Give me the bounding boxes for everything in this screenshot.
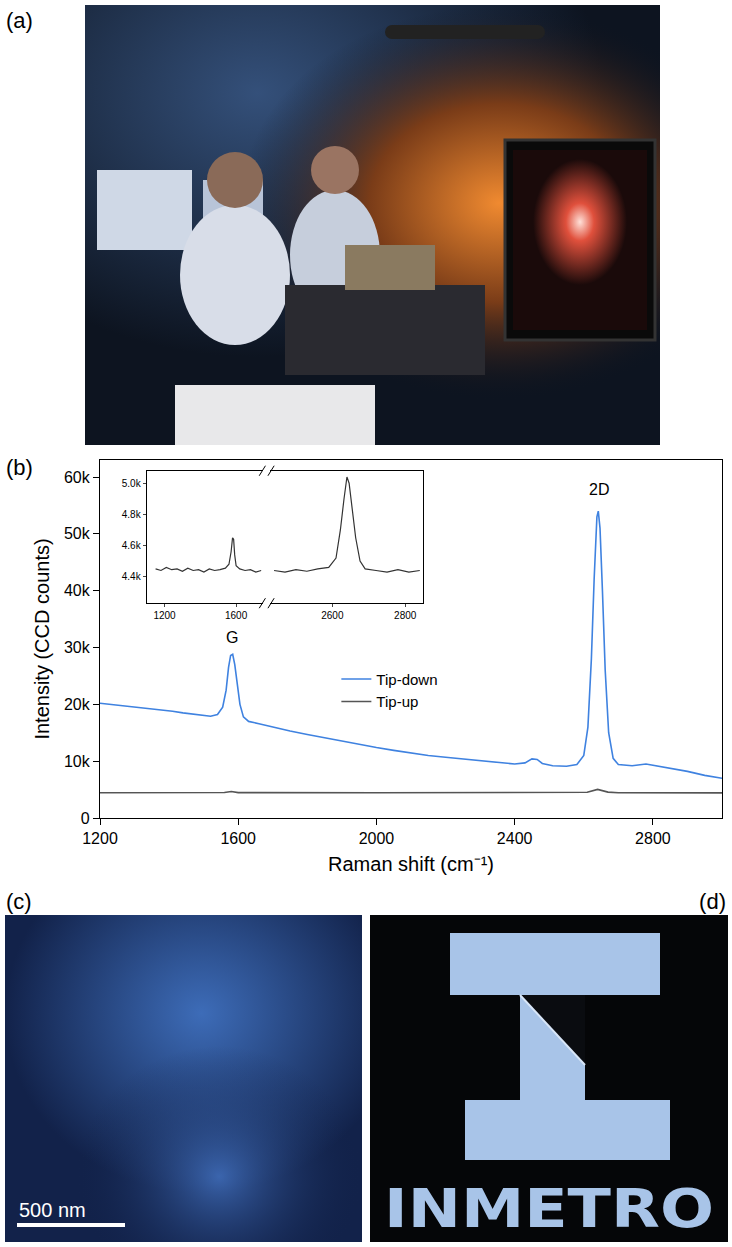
svg-text:INMETRO: INMETRO bbox=[384, 1177, 714, 1240]
html-text:(c): (c) bbox=[6, 889, 32, 914]
svg-text:2D: 2D bbox=[589, 481, 609, 498]
svg-text:30k: 30k bbox=[64, 639, 91, 656]
svg-text:G: G bbox=[226, 629, 238, 646]
svg-text:2000: 2000 bbox=[359, 830, 395, 847]
svg-text:0: 0 bbox=[81, 810, 90, 827]
svg-text:Intensity (CCD counts): Intensity (CCD counts) bbox=[31, 538, 53, 739]
svg-text:1600: 1600 bbox=[220, 830, 256, 847]
svg-text:60k: 60k bbox=[64, 469, 91, 486]
svg-text:Raman shift (cm⁻¹): Raman shift (cm⁻¹) bbox=[328, 853, 494, 875]
svg-text:Tip-down: Tip-down bbox=[376, 671, 437, 688]
html-text:(a): (a) bbox=[6, 8, 33, 33]
html-text:(d): (d) bbox=[699, 889, 726, 914]
svg-text:40k: 40k bbox=[64, 582, 91, 599]
svg-text:1600: 1600 bbox=[225, 610, 248, 621]
svg-text:50k: 50k bbox=[64, 525, 91, 542]
svg-text:Tip-up: Tip-up bbox=[376, 693, 418, 710]
svg-text:4.6k: 4.6k bbox=[122, 540, 142, 551]
svg-text:20k: 20k bbox=[64, 696, 91, 713]
svg-text:2400: 2400 bbox=[497, 830, 533, 847]
svg-text:1200: 1200 bbox=[153, 610, 176, 621]
svg-text:5.0k: 5.0k bbox=[122, 478, 142, 489]
svg-text:2600: 2600 bbox=[321, 610, 344, 621]
svg-text:500 nm: 500 nm bbox=[19, 1199, 86, 1221]
svg-text:2800: 2800 bbox=[635, 830, 671, 847]
html-text:(b): (b) bbox=[6, 455, 33, 480]
svg-text:1200: 1200 bbox=[82, 830, 118, 847]
svg-text:2800: 2800 bbox=[394, 610, 417, 621]
svg-text:4.4k: 4.4k bbox=[122, 571, 142, 582]
svg-text:10k: 10k bbox=[64, 753, 91, 770]
svg-text:4.8k: 4.8k bbox=[122, 509, 142, 520]
